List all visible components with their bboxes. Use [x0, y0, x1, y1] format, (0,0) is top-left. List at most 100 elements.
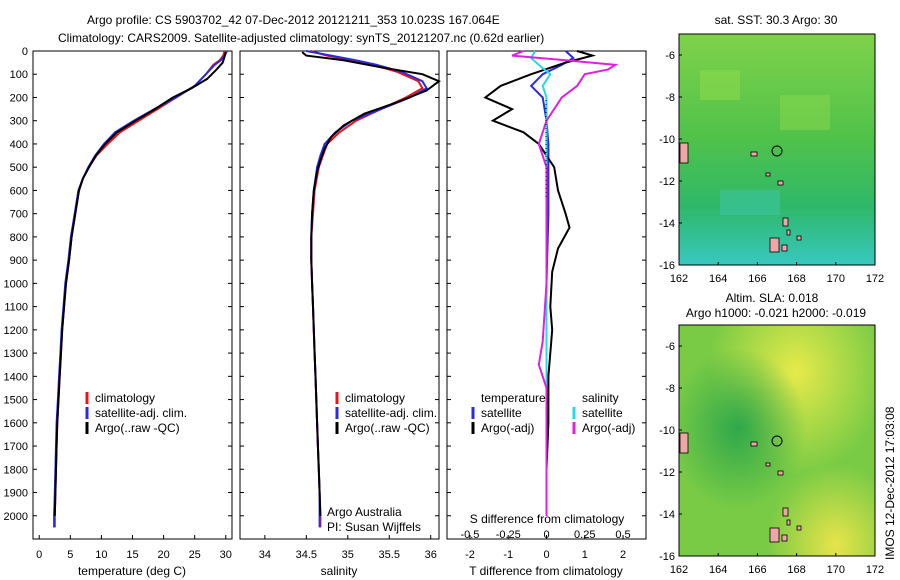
legend-label-salinity-argo: Argo(-adj)	[582, 421, 635, 435]
sla-map	[678, 324, 876, 557]
salinity-annotation-2: PI: Susan Wijffels	[327, 520, 421, 534]
map-x-tick-label: 164	[709, 273, 727, 285]
header-line-2: Climatology: CARS2009. Satellite-adjuste…	[58, 31, 544, 45]
sla-land	[679, 432, 802, 543]
island-shape	[786, 229, 791, 236]
difference-x-axis: -2 -1 0 1 2 -0.5 -0.25 0 0.25 0.5	[460, 529, 630, 561]
depth-tick-label: 400	[10, 139, 28, 151]
island-shape	[679, 432, 689, 454]
sst-argo-marker	[771, 145, 783, 157]
salinity-x-axis: 34 34.5 35 35.5 36	[259, 535, 437, 561]
depth-tick-label: 1900	[4, 488, 28, 500]
island-shape	[765, 462, 771, 467]
x-tick-label: 30	[220, 549, 232, 561]
island-shape	[750, 441, 758, 447]
island-shape	[782, 507, 789, 517]
imos-timestamp: IMOS 12-Dec-2012 17:03:08	[883, 406, 897, 560]
series-line-satellite-adj-clim	[53, 50, 228, 528]
island-shape	[769, 527, 780, 543]
depth-tick-label: 800	[10, 232, 28, 244]
sla-map-axes: 162 164 166 168 170 172 -6 -8 -10 -12 -14 -16	[659, 341, 884, 576]
sst-map-frame	[678, 33, 876, 266]
sst-map-axes: 162 164 166 168 170 172 -6 -8 -10 -12 -14 -16	[659, 50, 884, 285]
salinity-series	[301, 50, 441, 528]
x-tick-label: 36	[425, 549, 437, 561]
temperature-legend: climatology satellite-adj. clim. Argo(..…	[85, 391, 187, 435]
sst-land	[679, 142, 802, 253]
island-shape	[782, 217, 789, 227]
map-y-tick-label: -8	[665, 92, 675, 104]
island-shape	[781, 534, 788, 542]
x-tick-label: 10	[95, 549, 107, 561]
x-tick-label-salinity: 0.5	[615, 529, 630, 541]
sst-field	[679, 34, 875, 265]
x-tick-label: 35	[342, 549, 354, 561]
map-x-tick-label: 172	[866, 564, 884, 576]
sla-map-frame	[678, 324, 876, 557]
legend-label-temperature-argo: Argo(-adj)	[481, 421, 534, 435]
map-y-tick-label: -10	[659, 134, 675, 146]
map-y-tick-label: -6	[665, 341, 675, 353]
depth-tick-label: 600	[10, 185, 28, 197]
series-line-argo-raw-qc	[53, 51, 227, 516]
island-shape	[796, 235, 802, 241]
island-shape	[765, 172, 771, 177]
depth-tick-label: 1800	[4, 464, 28, 476]
temperature-x-axis: 0 5 10 15 20 25 30	[36, 535, 232, 561]
series-line-temperature-argo-adj	[483, 50, 597, 516]
depth-tick-label: 1300	[4, 348, 28, 360]
sst-patch	[700, 70, 740, 100]
depth-tick-label: 0	[22, 46, 28, 58]
header-line-1: Argo profile: CS 5903702_42 07-Dec-2012 …	[87, 13, 500, 27]
depth-tick-label: 1600	[4, 418, 28, 430]
series-line-argo-raw-qc	[301, 51, 441, 516]
depth-tick-label: 1200	[4, 325, 28, 337]
depth-tick-label: 1700	[4, 441, 28, 453]
salinity-panel-frame	[239, 50, 440, 540]
depth-tick-label: 100	[10, 69, 28, 81]
depth-tick-label: 900	[10, 255, 28, 267]
difference-xlabel: T difference from climatology	[469, 564, 623, 578]
x-tick-label: 34	[259, 549, 271, 561]
difference-series	[483, 50, 619, 516]
x-tick-label-salinity: -0.25	[496, 529, 521, 541]
x-tick-label: 35.5	[379, 549, 400, 561]
depth-tick-label: 1500	[4, 395, 28, 407]
difference-legend: temperature salinity satellite Argo(-adj…	[471, 391, 635, 435]
map-y-tick-label: -12	[659, 176, 675, 188]
temperature-xlabel: temperature (deg C)	[78, 564, 186, 578]
map-x-tick-label: 168	[787, 564, 805, 576]
salinity-legend: climatology satellite-adj. clim. Argo(..…	[335, 391, 437, 435]
map-x-tick-label: 162	[670, 564, 688, 576]
x-tick-label: -2	[465, 549, 475, 561]
legend-label-argo: Argo(..raw -QC)	[95, 421, 180, 435]
map-y-tick-label: -14	[659, 218, 675, 230]
island-shape	[781, 244, 788, 252]
legend-label-satellite: satellite-adj. clim.	[345, 406, 437, 420]
depth-tick-label: 500	[10, 162, 28, 174]
x-tick-label: 20	[157, 549, 169, 561]
x-tick-label: 0	[36, 549, 42, 561]
island-shape	[750, 151, 758, 157]
salinity-annotation-1: Argo Australia	[327, 505, 402, 519]
legend-title-temperature: temperature	[481, 391, 546, 405]
sla-argo-marker	[771, 435, 783, 447]
x-tick-label: -1	[503, 549, 513, 561]
sst-map-title: sat. SST: 30.3 Argo: 30	[715, 13, 838, 27]
map-y-tick-label: -16	[659, 551, 675, 563]
sla-map-title: Altim. SLA: 0.018	[726, 291, 819, 305]
depth-tick-label: 1400	[4, 371, 28, 383]
x-tick-label: 25	[189, 549, 201, 561]
x-tick-label-salinity: 0	[543, 529, 549, 541]
island-shape	[769, 237, 780, 253]
sla-map-subtitle: Argo h1000: -0.021 h2000: -0.019	[686, 306, 866, 320]
legend-title-salinity: salinity	[582, 391, 619, 405]
map-y-tick-label: -8	[665, 383, 675, 395]
x-tick-label: 5	[67, 549, 73, 561]
depth-tick-label: 1000	[4, 278, 28, 290]
depth-tick-label: 700	[10, 209, 28, 221]
depth-axis: 0 100 200 300 400 500 600 700 800 900 1000 1100 1200…	[4, 46, 646, 523]
legend-label-satellite: satellite-adj. clim.	[95, 406, 187, 420]
island-shape	[777, 470, 784, 476]
